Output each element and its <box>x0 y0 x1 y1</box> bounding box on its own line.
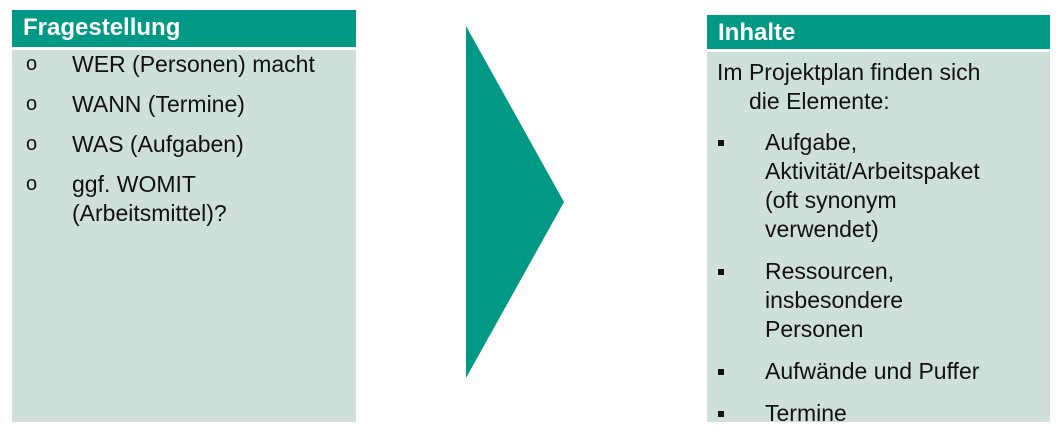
circle-bullet-icon: o <box>26 133 38 155</box>
question-panel: Fragestellung o WER (Personen) macht o W… <box>12 10 356 422</box>
question-item-text: ggf. WOMIT (Arbeitsmittel)? <box>72 171 227 226</box>
question-item-text: WER (Personen) macht <box>72 51 315 77</box>
circle-bullet-icon: o <box>26 53 38 75</box>
square-bullet-icon <box>718 411 724 417</box>
content-list-item: Ressourcen, insbesondere Personen <box>707 257 995 344</box>
question-panel-title: Fragestellung <box>12 10 356 50</box>
square-bullet-icon <box>718 140 724 146</box>
square-bullet-icon <box>718 269 724 275</box>
content-intro-line2: die Elemente: <box>749 88 890 114</box>
content-list-item: Aufgabe, Aktivität/Arbeitspaket (oft syn… <box>707 128 980 244</box>
circle-bullet-icon: o <box>26 173 38 195</box>
question-item-text: WAS (Aufgaben) <box>72 131 244 157</box>
content-panel: Inhalte Im Projektplan finden sich die E… <box>707 15 1050 426</box>
content-panel-title: Inhalte <box>707 15 1050 52</box>
content-item-text: Termine <box>765 400 847 426</box>
content-list-item: Aufwände und Puffer <box>707 357 1050 386</box>
content-item-text: Aufwände und Puffer <box>765 358 980 384</box>
square-bullet-icon <box>718 369 724 375</box>
content-item-text: Aufgabe, Aktivität/Arbeitspaket (oft syn… <box>765 129 980 242</box>
question-list-item: o WANN (Termine) <box>12 90 356 119</box>
circle-bullet-icon: o <box>26 93 38 115</box>
right-arrow-icon <box>466 26 564 378</box>
content-intro: Im Projektplan finden sich die Elemente: <box>707 52 1050 116</box>
content-list: Aufgabe, Aktivität/Arbeitspaket (oft syn… <box>707 128 1050 428</box>
arrow-shape <box>466 26 564 378</box>
question-list-item: o WAS (Aufgaben) <box>12 130 356 159</box>
content-intro-line1: Im Projektplan finden sich <box>717 59 981 85</box>
question-item-text: WANN (Termine) <box>72 91 245 117</box>
question-list: o WER (Personen) macht o WANN (Termine) … <box>12 50 356 228</box>
question-list-item: o ggf. WOMIT (Arbeitsmittel)? <box>12 170 282 228</box>
question-list-item: o WER (Personen) macht <box>12 50 356 79</box>
content-item-text: Ressourcen, insbesondere Personen <box>765 258 904 342</box>
content-list-item: Termine <box>707 399 1050 428</box>
